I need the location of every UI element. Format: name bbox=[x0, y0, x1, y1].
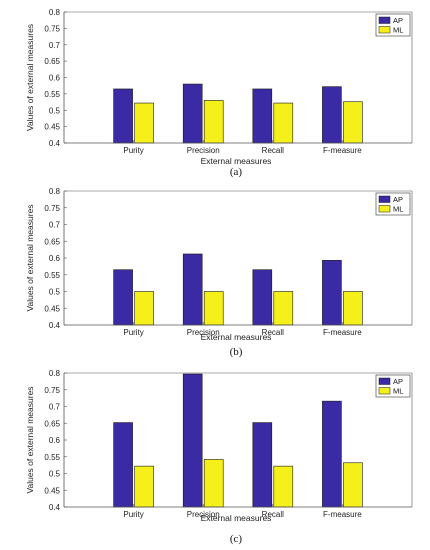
legend-label-ap: AP bbox=[393, 16, 403, 25]
bar-ml-recall bbox=[273, 291, 294, 326]
bar-ml-purity bbox=[134, 291, 154, 326]
y-tick-label: 0.4 bbox=[49, 503, 61, 512]
bar-ml-recall bbox=[273, 102, 294, 144]
y-tick-label: 0.6 bbox=[49, 74, 61, 83]
bar-ap-recall bbox=[252, 269, 273, 326]
y-axis-label: Values of external measures bbox=[25, 386, 35, 493]
x-tick-label: Precision bbox=[187, 146, 220, 155]
bar-ap-precision bbox=[182, 253, 203, 326]
y-tick-label: 0.55 bbox=[44, 271, 60, 280]
bar-ap-f-measure bbox=[322, 400, 342, 508]
chart-panel-3: Purity Precision Recall F-measure 0.4 0.45 0.5… bbox=[25, 369, 413, 545]
bar-ml-precision bbox=[203, 459, 224, 508]
legend-swatch-ap bbox=[378, 377, 391, 385]
y-tick-label: 0.4 bbox=[49, 139, 61, 148]
y-tick-label: 0.75 bbox=[44, 204, 60, 213]
bar-ap-purity bbox=[113, 269, 133, 326]
y-tick-label: 0.65 bbox=[44, 419, 60, 428]
bar-ap-precision bbox=[182, 373, 203, 508]
y-tick-label: 0.55 bbox=[44, 453, 60, 462]
x-tick-label: F-measure bbox=[323, 146, 362, 155]
y-tick-label: 0.7 bbox=[49, 41, 61, 50]
legend-label-ml: ML bbox=[393, 205, 403, 214]
y-tick-label: 0.6 bbox=[49, 436, 61, 445]
legend-label-ml: ML bbox=[393, 26, 403, 35]
y-axis-label: Values of external measures bbox=[25, 204, 35, 311]
x-tick-label: F-measure bbox=[323, 510, 362, 519]
x-tick-label: Precision bbox=[187, 328, 220, 337]
y-tick-label: 0.8 bbox=[49, 8, 61, 17]
x-tick-label: Precision bbox=[187, 510, 220, 519]
legend-swatch-ap bbox=[378, 195, 391, 203]
chart-panel-1: Purity Precision Recall F-measure 0.4 0.45 0.5… bbox=[25, 8, 413, 178]
x-tick-label: F-measure bbox=[323, 328, 362, 337]
bar-ap-purity bbox=[113, 88, 133, 144]
legend-swatch-ml bbox=[378, 205, 391, 213]
bar-ap-recall bbox=[252, 88, 273, 144]
bar-ml-purity bbox=[134, 102, 154, 144]
y-tick-label: 0.7 bbox=[49, 403, 61, 412]
x-axis-label: External measures bbox=[201, 513, 272, 523]
y-tick-label: 0.5 bbox=[49, 106, 61, 115]
panel-caption: (b) bbox=[230, 346, 243, 358]
bar-ap-f-measure bbox=[322, 86, 342, 144]
chart-panel-2: Purity Precision Recall F-measure 0.4 0.45 0.5… bbox=[25, 187, 413, 358]
y-tick-label: 0.7 bbox=[49, 221, 61, 230]
y-tick-label: 0.45 bbox=[44, 304, 60, 313]
y-tick-label: 0.65 bbox=[44, 237, 60, 246]
x-tick-label: Purity bbox=[123, 146, 143, 155]
x-axis-label: External measures bbox=[201, 332, 272, 342]
x-tick-label: Recall bbox=[262, 146, 284, 155]
legend-swatch-ap bbox=[378, 16, 391, 24]
y-tick-label: 0.5 bbox=[49, 470, 61, 479]
bar-ml-precision bbox=[203, 291, 224, 326]
legend-label-ml: ML bbox=[393, 387, 403, 396]
bar-ml-f-measure bbox=[343, 101, 363, 144]
bar-ml-f-measure bbox=[343, 462, 363, 508]
y-tick-label: 0.65 bbox=[44, 57, 60, 66]
legend-label-ap: AP bbox=[393, 195, 403, 204]
y-tick-label: 0.6 bbox=[49, 254, 61, 263]
bar-ml-precision bbox=[203, 100, 224, 144]
y-tick-label: 0.45 bbox=[44, 486, 60, 495]
legend-label-ap: AP bbox=[393, 377, 403, 386]
y-tick-label: 0.4 bbox=[49, 321, 61, 330]
bar-ap-purity bbox=[113, 422, 133, 508]
y-tick-label: 0.55 bbox=[44, 90, 60, 99]
x-tick-label: Recall bbox=[262, 510, 284, 519]
bar-ml-f-measure bbox=[343, 291, 363, 326]
bar-ap-precision bbox=[182, 83, 203, 144]
x-axis-label: External measures bbox=[201, 156, 272, 166]
bar-ml-recall bbox=[273, 465, 294, 508]
bar-ap-recall bbox=[252, 422, 273, 508]
y-tick-label: 0.75 bbox=[44, 24, 60, 33]
y-axis-label: Values of external measures bbox=[25, 24, 35, 131]
y-tick-label: 0.8 bbox=[49, 369, 61, 378]
y-tick-label: 0.5 bbox=[49, 288, 61, 297]
legend-swatch-ml bbox=[378, 387, 391, 395]
panel-caption: (c) bbox=[230, 533, 243, 545]
panel-caption: (a) bbox=[230, 166, 243, 178]
x-tick-label: Recall bbox=[262, 328, 284, 337]
y-tick-label: 0.75 bbox=[44, 386, 60, 395]
y-tick-label: 0.45 bbox=[44, 123, 60, 132]
x-tick-label: Purity bbox=[123, 328, 143, 337]
legend-swatch-ml bbox=[378, 26, 391, 34]
x-tick-label: Purity bbox=[123, 510, 143, 519]
bar-ap-f-measure bbox=[322, 260, 342, 326]
bar-ml-purity bbox=[134, 465, 154, 508]
y-tick-label: 0.8 bbox=[49, 187, 61, 196]
